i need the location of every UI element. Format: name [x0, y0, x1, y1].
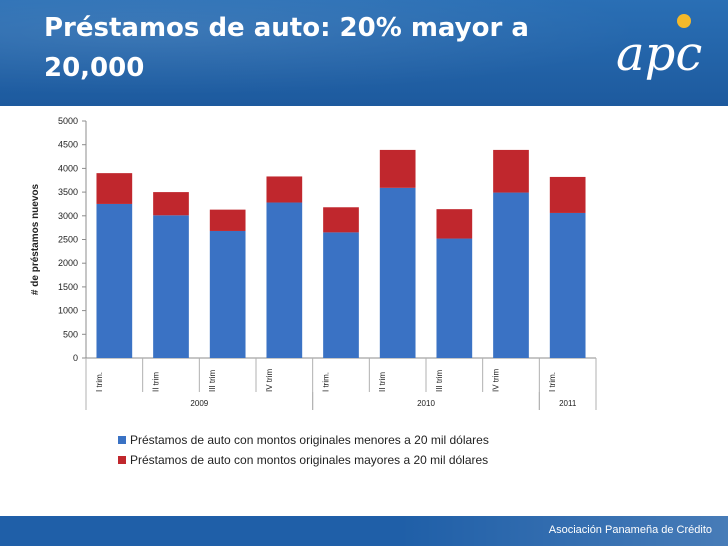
bar-segment-high — [96, 173, 133, 204]
stacked-bar-chart: 0 500 1000 1500 2000 2500 3000 3500 4000 4500 5000… — [30, 116, 597, 410]
x-category-label: I trim. — [322, 372, 331, 392]
y-tick-label: 2500 — [58, 235, 78, 245]
y-tick-label: 4000 — [58, 163, 78, 173]
y-axis-label: # de préstamos nuevos — [30, 183, 41, 295]
legend-item-high: Préstamos de auto con montos originales … — [118, 450, 489, 470]
bar-segment-high — [436, 209, 473, 239]
slide-title: Préstamos de auto: 20% mayor a 20,000 — [44, 13, 529, 83]
bar-segment-low — [436, 238, 473, 358]
bar-segment-low — [153, 215, 189, 358]
x-group-label: 2010 — [417, 399, 435, 408]
y-tick-label: 1000 — [58, 306, 78, 316]
bar-segment-low — [379, 187, 416, 358]
x-category-label: I trim. — [548, 372, 557, 392]
x-category-label: III trim — [208, 369, 217, 392]
legend-item-low: Préstamos de auto con montos originales … — [118, 430, 489, 450]
y-tick-label: 3500 — [58, 187, 78, 197]
x-category-label: IV trim — [265, 369, 274, 392]
bar-segment-high — [379, 149, 416, 188]
bar-segment-low — [209, 230, 246, 358]
bar-segment-high — [549, 176, 586, 213]
y-tick-label: 0 — [73, 353, 78, 363]
y-tick-label: 5000 — [58, 116, 78, 126]
bar-segment-low — [96, 203, 133, 358]
x-category-label: II trim — [152, 372, 161, 392]
y-tick-label: 2000 — [58, 258, 78, 268]
x-group-label: 2009 — [190, 399, 208, 408]
legend-swatch-high — [118, 456, 126, 464]
svg-text:apc: apc — [616, 26, 702, 82]
legend-label-high: Préstamos de auto con montos originales … — [130, 453, 489, 467]
bar-segment-high — [266, 176, 303, 203]
x-group-label: 2011 — [559, 399, 577, 408]
x-category-label: III trim — [435, 369, 444, 392]
bar-segment-high — [209, 209, 246, 231]
footer-bar — [0, 516, 728, 546]
y-tick-label: 1500 — [58, 282, 78, 292]
legend-swatch-low — [118, 436, 126, 444]
slide-header — [0, 0, 728, 106]
legend-label-low: Préstamos de auto con montos originales … — [130, 433, 489, 447]
bar-segment-low — [549, 212, 586, 358]
bar-segment-low — [323, 232, 359, 358]
x-category-label: I trim. — [95, 372, 104, 392]
bar-segment-low — [493, 192, 529, 358]
x-category-label: IV trim — [492, 369, 501, 392]
x-category-label: II trim — [378, 372, 387, 392]
apc-logo-icon: apc — [616, 14, 702, 82]
header-glow — [0, 0, 728, 106]
y-tick-label: 3000 — [58, 211, 78, 221]
bar-segment-high — [493, 149, 529, 193]
bar-segment-high — [153, 192, 189, 216]
organization-name: Asociación Panameña de Crédito — [548, 524, 712, 536]
footer-shine — [0, 516, 728, 546]
chart-legend: Préstamos de auto con montos originales … — [118, 430, 489, 470]
y-tick-label: 4500 — [58, 140, 78, 150]
bar-segment-high — [323, 207, 359, 233]
y-tick-label: 500 — [63, 329, 78, 339]
bar-segment-low — [266, 202, 303, 358]
